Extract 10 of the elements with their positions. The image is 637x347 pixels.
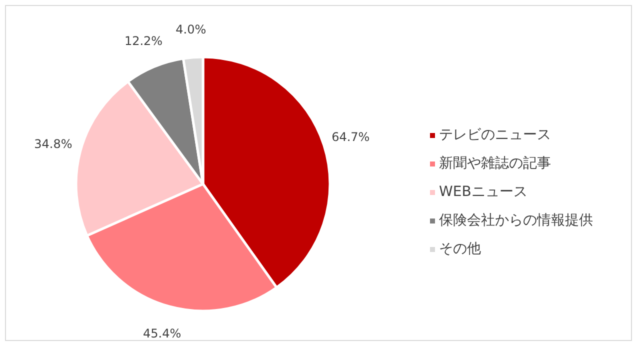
legend-label: その他 [439, 241, 481, 257]
legend-label: WEBニュース [439, 184, 528, 200]
data-label: 12.2% [124, 34, 163, 48]
data-label: 45.4% [143, 326, 182, 340]
legend-label: 新聞や雑誌の記事 [439, 156, 551, 172]
data-label: 34.8% [34, 137, 72, 152]
data-label: 64.7% [332, 130, 370, 144]
legend-label: テレビのニュース [439, 127, 551, 143]
legend-label: 保険会社からの情報提供 [439, 212, 593, 228]
data-label: 4.0% [176, 22, 206, 36]
